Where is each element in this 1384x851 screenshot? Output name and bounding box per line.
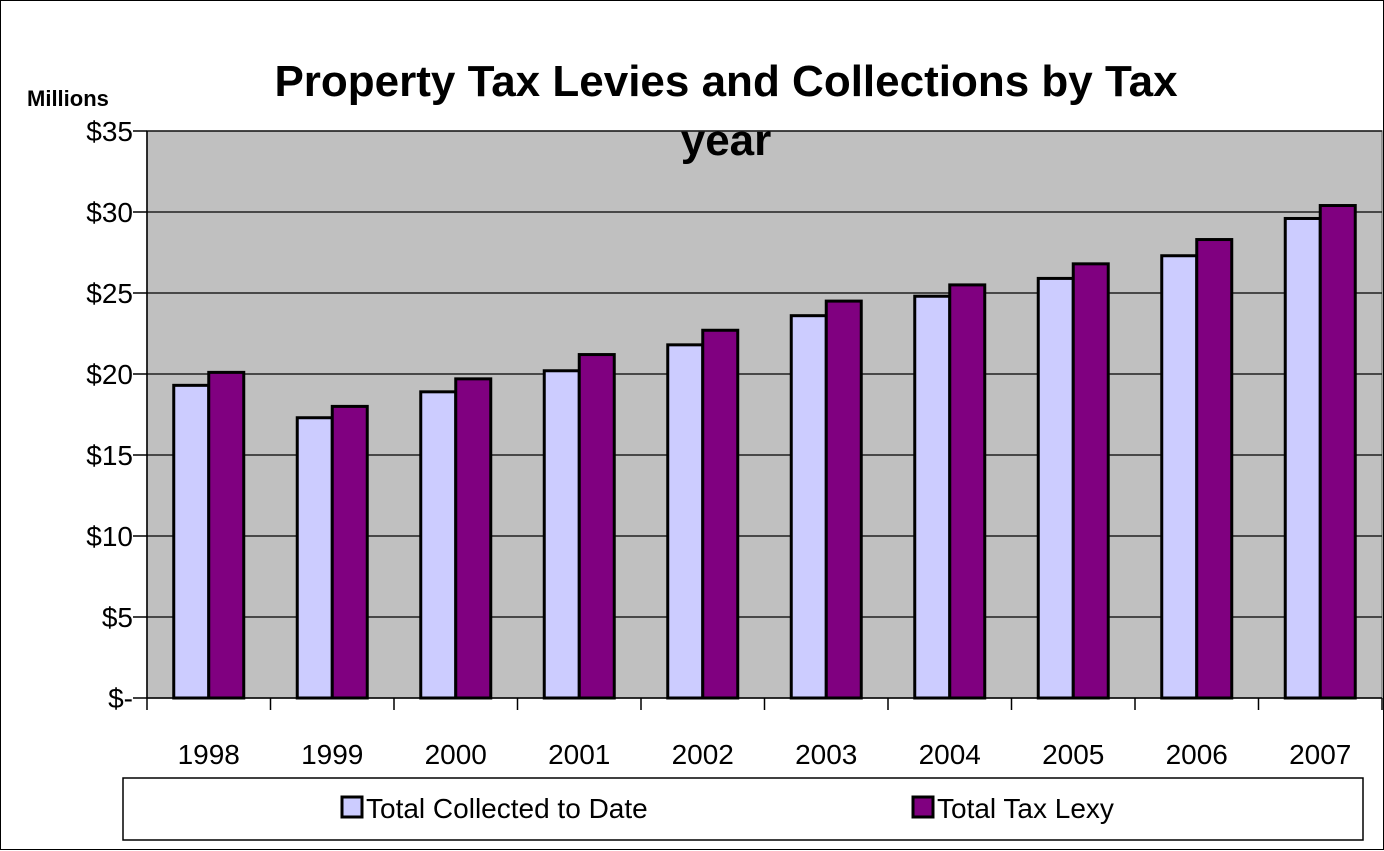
bar-collected	[172, 383, 211, 700]
legend-swatch-collected	[340, 795, 364, 819]
x-tick-label: 1998	[178, 739, 240, 770]
bar-collected	[295, 416, 334, 700]
legend-label-levy: Total Tax Lexy	[937, 793, 1114, 824]
y-axis-unit-label: Millions	[27, 86, 109, 111]
bar-collected	[666, 343, 705, 700]
y-tick-labels: $- $5 $10 $15 $20 $25 $30 $35	[86, 116, 133, 714]
legend-swatch-levy	[911, 795, 935, 819]
chart-title-line-1: Property Tax Levies and Collections by T…	[274, 57, 1178, 106]
bar-levy	[1195, 238, 1234, 700]
bar-levy	[330, 404, 369, 700]
x-tick-label: 2002	[672, 739, 734, 770]
legend-box	[122, 777, 1364, 841]
axes	[133, 130, 1383, 710]
bar-levy	[1071, 262, 1110, 700]
legend-label-collected: Total Collected to Date	[366, 793, 648, 824]
bar-levy	[1318, 204, 1357, 700]
bar-collected	[419, 390, 458, 700]
x-tick-label: 2006	[1166, 739, 1228, 770]
bar-levy	[948, 283, 987, 700]
y-tick-label: $35	[86, 116, 133, 147]
x-tick-label: 2001	[548, 739, 610, 770]
x-tick-label: 2005	[1042, 739, 1104, 770]
chart-title-line-2: year	[681, 116, 772, 165]
bar-collected	[1036, 276, 1075, 700]
y-tick-label: $30	[86, 197, 133, 228]
bar-levy	[701, 328, 740, 700]
bars	[172, 204, 1357, 700]
bar-levy	[454, 377, 493, 700]
bar-collected	[542, 369, 581, 700]
x-tick-label: 1999	[301, 739, 363, 770]
x-tick-label: 2007	[1289, 739, 1351, 770]
bar-levy	[207, 370, 246, 700]
y-tick-label: $20	[86, 359, 133, 390]
legend: Total Collected to Date Total Tax Lexy	[122, 777, 1364, 841]
bar-collected	[1283, 216, 1322, 700]
bar-levy	[824, 299, 863, 700]
y-tick-label: $15	[86, 440, 133, 471]
x-tick-label: 2004	[919, 739, 981, 770]
x-tick-labels: 1998 1999 2000 2001 2002 2003 2004 2005 2006 2007	[178, 739, 1352, 770]
bar-collected	[789, 314, 828, 700]
y-tick-label: $10	[86, 521, 133, 552]
y-tick-label: $25	[86, 278, 133, 309]
bar-levy	[577, 353, 616, 700]
x-tick-label: 2003	[795, 739, 857, 770]
x-tick-label: 2000	[425, 739, 487, 770]
y-tick-label: $5	[102, 602, 133, 633]
bar-collected	[913, 294, 952, 700]
y-tick-label: $-	[108, 683, 133, 714]
bar-collected	[1160, 254, 1199, 700]
